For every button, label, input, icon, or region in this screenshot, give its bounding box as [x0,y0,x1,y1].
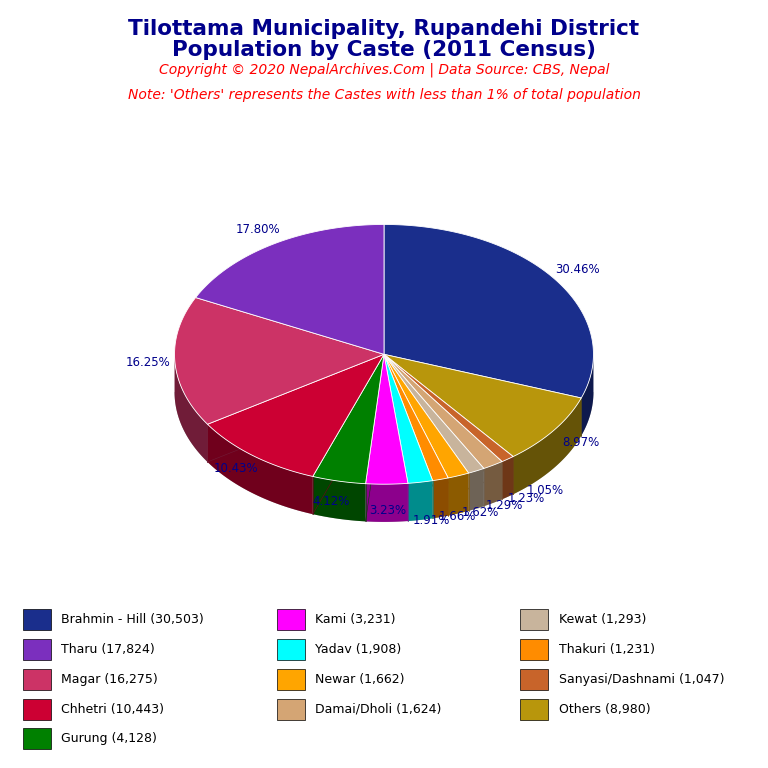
Text: 17.80%: 17.80% [236,223,281,237]
Text: 4.12%: 4.12% [313,495,350,508]
Text: Chhetri (10,443): Chhetri (10,443) [61,703,164,716]
Text: Gurung (4,128): Gurung (4,128) [61,733,157,746]
FancyBboxPatch shape [521,699,548,720]
Polygon shape [384,354,484,473]
Polygon shape [384,224,594,398]
Polygon shape [384,354,449,481]
Text: 1.29%: 1.29% [485,499,523,512]
Polygon shape [502,456,513,499]
Text: Population by Caste (2011 Census): Population by Caste (2011 Census) [172,40,596,60]
Text: 1.62%: 1.62% [462,505,499,518]
Text: Brahmin - Hill (30,503): Brahmin - Hill (30,503) [61,613,204,626]
Text: Tharu (17,824): Tharu (17,824) [61,643,155,656]
Polygon shape [384,354,513,462]
Polygon shape [384,354,502,468]
Text: Newar (1,662): Newar (1,662) [316,673,405,686]
FancyBboxPatch shape [277,639,305,660]
FancyBboxPatch shape [277,699,305,720]
Text: Sanyasi/Dashnami (1,047): Sanyasi/Dashnami (1,047) [559,673,724,686]
Polygon shape [207,424,313,514]
Text: Kewat (1,293): Kewat (1,293) [559,613,646,626]
Polygon shape [313,354,384,484]
Polygon shape [468,468,484,511]
Text: Kami (3,231): Kami (3,231) [316,613,396,626]
FancyBboxPatch shape [23,699,51,720]
Text: 8.97%: 8.97% [562,436,600,449]
Polygon shape [174,297,384,424]
Polygon shape [366,354,408,484]
Polygon shape [313,476,366,521]
Text: Copyright © 2020 NepalArchives.Com | Data Source: CBS, Nepal: Copyright © 2020 NepalArchives.Com | Dat… [159,63,609,78]
Polygon shape [408,481,432,521]
Text: Tilottama Municipality, Rupandehi District: Tilottama Municipality, Rupandehi Distri… [128,19,640,39]
Text: Thakuri (1,231): Thakuri (1,231) [559,643,655,656]
Text: Yadav (1,908): Yadav (1,908) [316,643,402,656]
Polygon shape [196,224,384,354]
Polygon shape [174,392,594,522]
Polygon shape [484,462,502,506]
FancyBboxPatch shape [521,609,548,630]
Text: Others (8,980): Others (8,980) [559,703,650,716]
Text: 10.43%: 10.43% [214,462,259,475]
FancyBboxPatch shape [277,609,305,630]
Polygon shape [174,355,207,462]
Text: 1.91%: 1.91% [412,514,450,527]
Text: Note: 'Others' represents the Castes with less than 1% of total population: Note: 'Others' represents the Castes wit… [127,88,641,101]
Text: 1.66%: 1.66% [439,511,476,524]
FancyBboxPatch shape [521,669,548,690]
FancyBboxPatch shape [277,669,305,690]
Polygon shape [384,354,581,456]
Text: Damai/Dholi (1,624): Damai/Dholi (1,624) [316,703,442,716]
Text: 3.23%: 3.23% [369,504,406,517]
Polygon shape [513,398,581,495]
FancyBboxPatch shape [521,639,548,660]
Text: 1.23%: 1.23% [507,492,545,505]
Polygon shape [432,478,449,518]
Text: Magar (16,275): Magar (16,275) [61,673,157,686]
FancyBboxPatch shape [23,669,51,690]
Polygon shape [384,354,468,478]
Text: 30.46%: 30.46% [555,263,600,276]
FancyBboxPatch shape [23,639,51,660]
Polygon shape [207,354,384,476]
Polygon shape [366,483,408,522]
Text: 1.05%: 1.05% [526,484,564,497]
FancyBboxPatch shape [23,729,51,750]
Polygon shape [581,355,594,435]
FancyBboxPatch shape [23,609,51,630]
Polygon shape [449,473,468,515]
Polygon shape [384,354,432,483]
Text: 16.25%: 16.25% [125,356,170,369]
